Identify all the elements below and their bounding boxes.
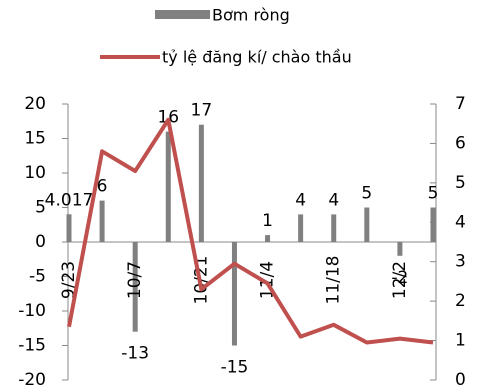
bar <box>364 207 370 242</box>
bar <box>397 242 403 256</box>
data-label: 17 <box>191 101 213 121</box>
data-label: -2 <box>391 268 408 288</box>
y-tick-label: -10 <box>18 301 46 321</box>
x-tick-label: 11/18 <box>324 256 344 305</box>
bar <box>132 242 138 332</box>
data-label: 1 <box>262 211 273 231</box>
y-tick-label: 5 <box>35 198 46 218</box>
data-label: 4 <box>328 190 339 210</box>
y-tick-label: 20 <box>24 94 46 114</box>
data-label: -15 <box>221 358 249 378</box>
bar <box>99 200 105 242</box>
bar <box>198 124 204 242</box>
bar <box>231 242 237 346</box>
y-tick-label: -15 <box>18 336 46 356</box>
data-label: 5 <box>361 184 372 204</box>
y2-tick-label: 1 <box>455 331 466 351</box>
y-tick-label: 10 <box>24 163 46 183</box>
data-label: 4 <box>295 190 306 210</box>
y2-tick-label: 6 <box>455 133 466 153</box>
y2-tick-label: 0 <box>455 370 466 390</box>
legend-swatch <box>155 10 210 19</box>
data-label: 6 <box>97 177 108 197</box>
legend-label: Bơm ròng <box>212 6 290 25</box>
bar <box>66 214 72 242</box>
bar <box>298 214 304 242</box>
y2-tick-label: 7 <box>455 94 466 114</box>
data-label: 4.017 <box>45 190 94 210</box>
legend-label: tỷ lệ đăng kí/ chào thầu <box>162 48 352 67</box>
y-tick-label: 15 <box>24 129 46 149</box>
data-label: 5 <box>428 184 439 204</box>
y2-tick-label: 2 <box>455 291 466 311</box>
bar <box>265 235 271 242</box>
bar <box>430 207 436 242</box>
x-tick-label: 12/2 <box>390 261 410 299</box>
data-label: 16 <box>157 108 179 128</box>
y-tick-label: -5 <box>29 267 46 287</box>
legend: Bơm ròng tỷ lệ đăng kí/ chào thầu <box>100 6 352 67</box>
x-tick-label: 10/7 <box>125 261 145 299</box>
y-tick-label: 0 <box>35 232 46 252</box>
y-tick-label: -20 <box>18 370 46 390</box>
bar <box>165 131 171 242</box>
y2-tick-label: 4 <box>455 212 466 232</box>
bar <box>331 214 337 242</box>
line <box>67 117 434 345</box>
y2-tick-label: 5 <box>455 173 466 193</box>
data-label: -13 <box>121 344 149 364</box>
y2-tick-label: 3 <box>455 252 466 272</box>
